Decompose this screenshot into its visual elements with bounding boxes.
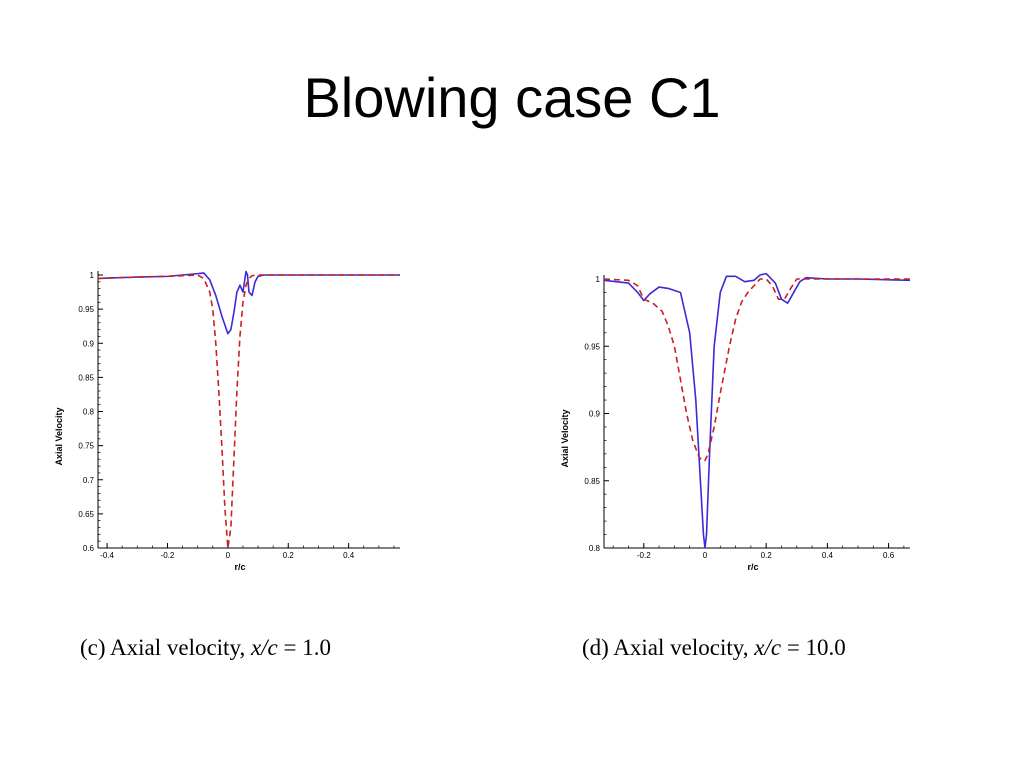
x-tick-label-c: -0.4 <box>100 551 114 560</box>
caption-c: (c) Axial velocity, x/c = 1.0 <box>80 634 331 662</box>
caption-d-math: x/c <box>754 635 782 660</box>
y-tick-label-d: 0.95 <box>584 342 600 351</box>
dashed-series-line-d <box>603 278 910 462</box>
y-tick-label-c: 0.85 <box>78 373 94 382</box>
y-tick-label-c: 0.75 <box>78 442 94 451</box>
y-tick-label-d: 0.9 <box>589 410 601 419</box>
caption-d: (d) Axial velocity, x/c = 10.0 <box>582 634 846 662</box>
caption-c-suffix: = 1.0 <box>277 635 331 660</box>
x-tick-label-d: 0.6 <box>883 551 895 560</box>
y-tick-label-c: 0.9 <box>83 339 95 348</box>
y-tick-label-c: 0.95 <box>78 305 94 314</box>
x-tick-label-d: 0.2 <box>761 551 773 560</box>
y-tick-label-d: 0.85 <box>584 477 600 486</box>
x-tick-label-d: -0.2 <box>637 551 651 560</box>
caption-d-suffix: = 10.0 <box>781 635 846 660</box>
y-tick-label-c: 0.8 <box>83 408 95 417</box>
axial-velocity-chart-d: 0.8 0.85 0.9 0.95 1 -0.2 0 0.2 0.4 0.6 r/c Axial Ve… <box>560 272 911 572</box>
y-axis-title-c: Axial Velocity <box>54 407 64 465</box>
dashed-series-line-c <box>97 274 400 549</box>
caption-c-math: x/c <box>250 635 278 660</box>
x-axis-title-d: r/c <box>747 562 758 572</box>
x-axis-title-c: r/c <box>234 562 245 572</box>
x-tick-label-d: 0.4 <box>822 551 834 560</box>
y-tick-label-c: 0.65 <box>78 510 94 519</box>
x-tick-label-c: -0.2 <box>161 551 175 560</box>
solid-series-line-c <box>97 270 400 335</box>
y-tick-label-c: 0.7 <box>83 476 95 485</box>
y-tick-label-c: 0.6 <box>83 544 95 553</box>
y-tick-label-c: 1 <box>90 271 95 280</box>
x-tick-label-c: 0.2 <box>283 551 295 560</box>
solid-series-line-d <box>603 272 911 549</box>
slide-title: Blowing case C1 <box>303 66 721 129</box>
axial-velocity-chart-c: 0.6 0.65 0.7 0.75 0.8 0.85 0.9 0.95 1 -0.4 -0.2 0 0.… <box>54 270 400 572</box>
x-tick-label-c: 0.4 <box>343 551 355 560</box>
x-tick-label-c: 0 <box>226 551 231 560</box>
y-axis-title-d: Axial Velocity <box>560 409 570 467</box>
caption-d-prefix: (d) Axial velocity, <box>582 635 755 660</box>
y-tick-label-d: 0.8 <box>589 544 601 553</box>
x-tick-label-d: 0 <box>703 551 708 560</box>
caption-c-prefix: (c) Axial velocity, <box>80 635 251 660</box>
y-tick-label-d: 1 <box>596 275 601 284</box>
